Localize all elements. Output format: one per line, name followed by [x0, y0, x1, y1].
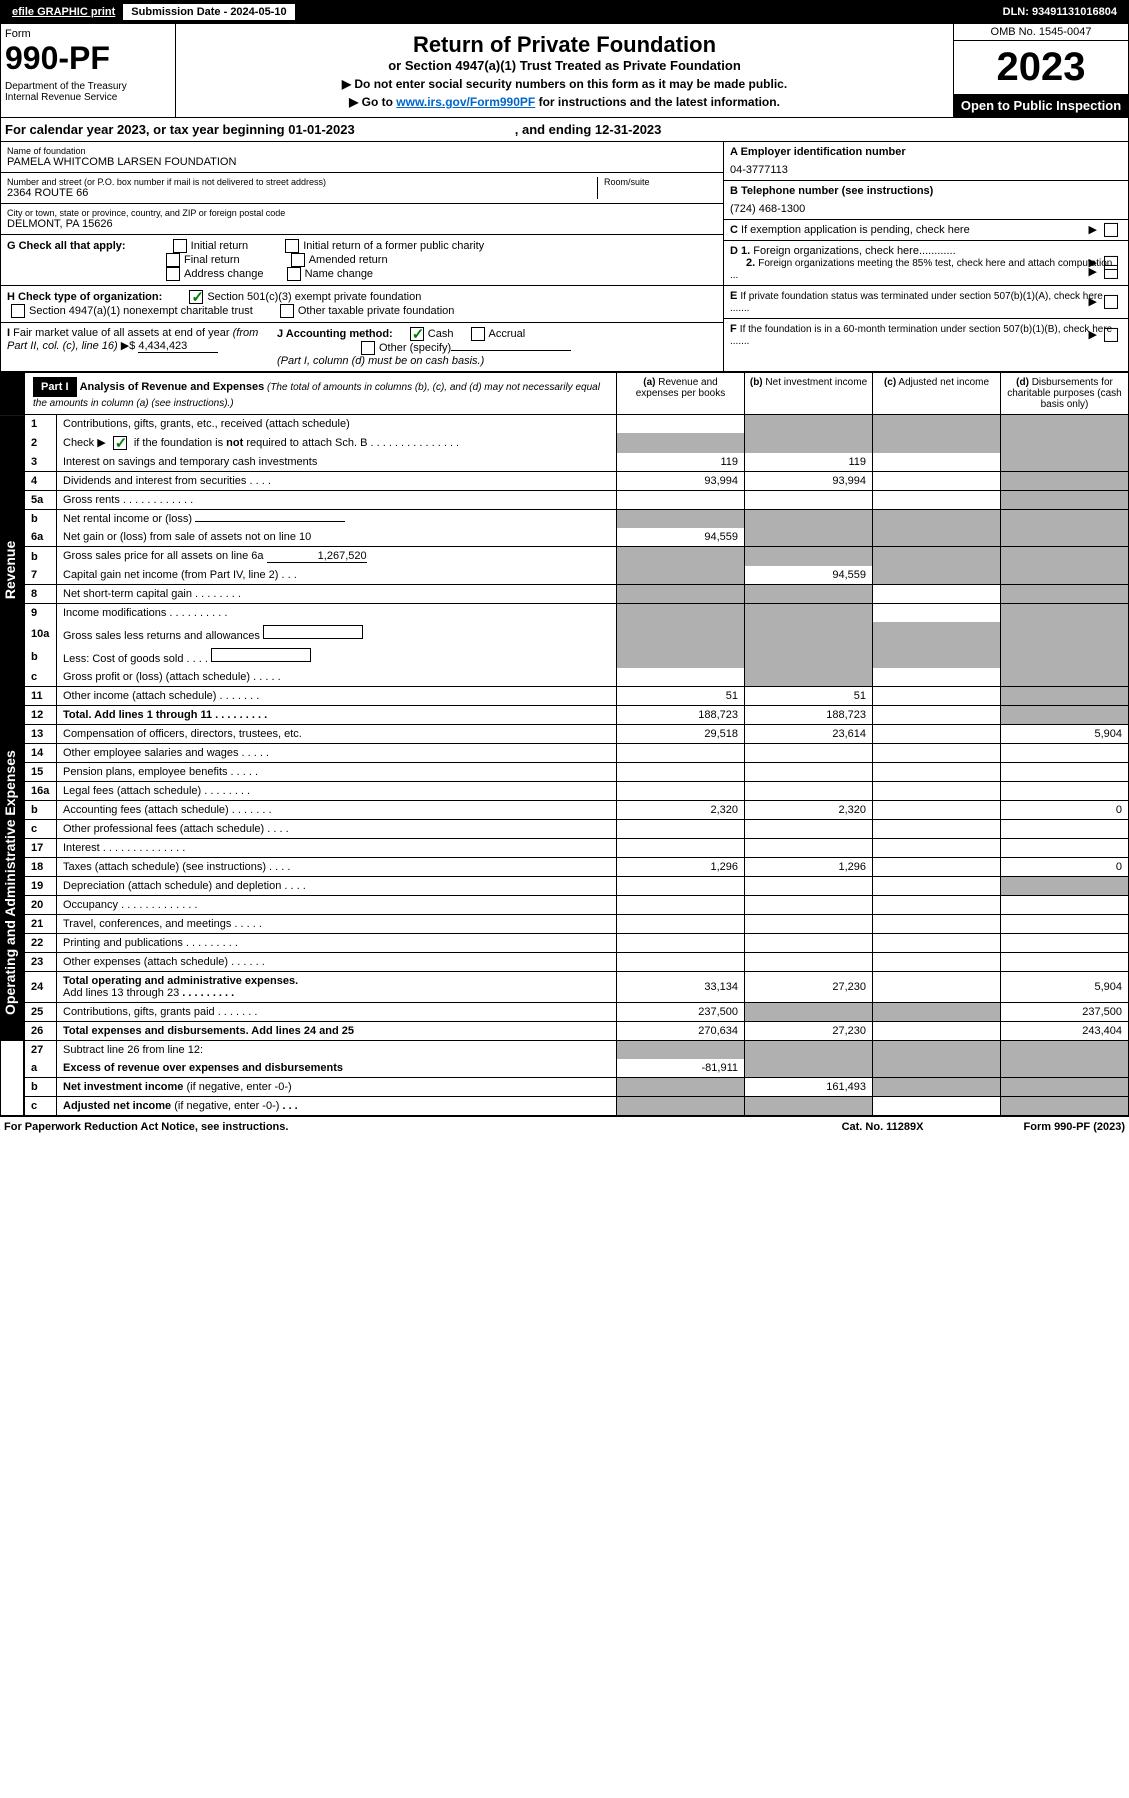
form-header: Form 990-PF Department of the TreasuryIn…: [0, 24, 1129, 118]
accrual-checkbox[interactable]: [471, 327, 485, 341]
room-label: Room/suite: [604, 177, 717, 187]
foundation-name: PAMELA WHITCOMB LARSEN FOUNDATION: [7, 156, 717, 168]
dln: DLN: 93491131016804: [995, 4, 1125, 20]
header-center: Return of Private Foundation or Section …: [176, 24, 953, 117]
footer-left: For Paperwork Reduction Act Notice, see …: [4, 1121, 288, 1133]
cash-checkbox[interactable]: [410, 327, 424, 341]
efile-link[interactable]: efile GRAPHIC print: [4, 4, 123, 20]
addr-label: Number and street (or P.O. box number if…: [7, 177, 597, 187]
top-bar: efile GRAPHIC print Submission Date - 20…: [0, 0, 1129, 24]
part1-label: Part I: [33, 377, 77, 397]
address-cell: Number and street (or P.O. box number if…: [1, 173, 723, 204]
page-footer: For Paperwork Reduction Act Notice, see …: [0, 1116, 1129, 1137]
phone: (724) 468-1300: [730, 203, 1122, 215]
4947-checkbox[interactable]: [11, 304, 25, 318]
revenue-sidebar: Revenue: [0, 415, 24, 725]
h-section: H Check type of organization: Section 50…: [1, 286, 723, 323]
schb-checkbox[interactable]: [113, 436, 127, 450]
amended-checkbox[interactable]: [291, 253, 305, 267]
expenses-block: Operating and Administrative Expenses 13…: [0, 725, 1129, 1041]
col-d-header: (d) Disbursements for charitable purpose…: [1000, 373, 1128, 414]
info-left-col: Name of foundation PAMELA WHITCOMB LARSE…: [1, 142, 723, 371]
open-public: Open to Public Inspection: [954, 94, 1128, 117]
i-j-section: I Fair market value of all assets at end…: [1, 323, 723, 371]
g-label: G Check all that apply:: [7, 240, 126, 252]
j-note: (Part I, column (d) must be on cash basi…: [277, 355, 484, 367]
address: 2364 ROUTE 66: [7, 187, 597, 199]
dept-treasury: Department of the TreasuryInternal Reven…: [5, 81, 171, 103]
ein: 04-3777113: [730, 164, 1122, 176]
j-label: J Accounting method:: [277, 328, 393, 340]
other-taxable-checkbox[interactable]: [280, 304, 294, 318]
calendar-year-row: For calendar year 2023, or tax year begi…: [0, 118, 1129, 142]
form-subtitle: or Section 4947(a)(1) Trust Treated as P…: [184, 58, 945, 73]
phone-cell: B Telephone number (see instructions) (7…: [724, 181, 1128, 220]
e-checkbox[interactable]: [1104, 295, 1118, 309]
ein-label: A Employer identification number: [730, 146, 1122, 158]
col-b-header: (b) Net investment income: [744, 373, 872, 414]
f-checkbox[interactable]: [1104, 328, 1118, 342]
tax-year: 2023: [954, 41, 1128, 94]
initial-return-checkbox[interactable]: [173, 239, 187, 253]
col-a-header: (a) Revenue and expenses per books: [616, 373, 744, 414]
footer-right: Form 990-PF (2023): [1024, 1121, 1126, 1133]
e-cell: E If private foundation status was termi…: [724, 286, 1128, 319]
expenses-table: 13Compensation of officers, directors, t…: [24, 725, 1129, 1041]
note-ssn: ▶ Do not enter social security numbers o…: [184, 77, 945, 91]
part1-desc: Part I Analysis of Revenue and Expenses …: [25, 373, 616, 414]
submission-date: Submission Date - 2024-05-10: [123, 4, 294, 20]
form-title: Return of Private Foundation: [184, 32, 945, 58]
d-cell: D 1. Foreign organizations, check here..…: [724, 241, 1128, 286]
c-checkbox[interactable]: [1104, 223, 1118, 237]
info-right-col: A Employer identification number 04-3777…: [723, 142, 1128, 371]
expenses-sidebar: Operating and Administrative Expenses: [0, 725, 24, 1041]
net-block: 27Subtract line 26 from line 12: aExcess…: [0, 1041, 1129, 1116]
final-return-checkbox[interactable]: [166, 253, 180, 267]
f-cell: F If the foundation is in a 60-month ter…: [724, 319, 1128, 351]
phone-label: B Telephone number (see instructions): [730, 185, 1122, 197]
name-change-checkbox[interactable]: [287, 267, 301, 281]
form-number: 990-PF: [5, 40, 171, 77]
note-link: ▶ Go to www.irs.gov/Form990PF for instru…: [184, 95, 945, 109]
net-table: 27Subtract line 26 from line 12: aExcess…: [24, 1041, 1129, 1116]
col-c-header: (c) Adjusted net income: [872, 373, 1000, 414]
fmv-value: 4,434,423: [138, 340, 218, 353]
c-cell: C If exemption application is pending, c…: [724, 220, 1128, 241]
header-right: OMB No. 1545-0047 2023 Open to Public In…: [953, 24, 1128, 117]
city-label: City or town, state or province, country…: [7, 208, 717, 218]
ein-cell: A Employer identification number 04-3777…: [724, 142, 1128, 181]
cal-year-begin: For calendar year 2023, or tax year begi…: [5, 122, 355, 137]
city-cell: City or town, state or province, country…: [1, 204, 723, 235]
other-method-checkbox[interactable]: [361, 341, 375, 355]
form-word: Form: [5, 28, 171, 40]
revenue-block: Revenue 1Contributions, gifts, grants, e…: [0, 415, 1129, 725]
city: DELMONT, PA 15626: [7, 218, 717, 230]
h-label: H Check type of organization:: [7, 291, 162, 303]
part1-header-row: Part I Analysis of Revenue and Expenses …: [0, 372, 1129, 415]
part1-title: Analysis of Revenue and Expenses: [80, 381, 265, 393]
501c3-checkbox[interactable]: [189, 290, 203, 304]
address-change-checkbox[interactable]: [166, 267, 180, 281]
name-label: Name of foundation: [7, 146, 717, 156]
d2-checkbox[interactable]: [1104, 265, 1118, 279]
cal-year-end: , and ending 12-31-2023: [515, 122, 662, 137]
footer-center: Cat. No. 11289X: [842, 1121, 924, 1133]
header-left: Form 990-PF Department of the TreasuryIn…: [1, 24, 176, 117]
initial-former-checkbox[interactable]: [285, 239, 299, 253]
foundation-name-cell: Name of foundation PAMELA WHITCOMB LARSE…: [1, 142, 723, 173]
g-section: G Check all that apply: Initial return I…: [1, 235, 723, 286]
irs-link[interactable]: www.irs.gov/Form990PF: [396, 95, 535, 109]
revenue-table: 1Contributions, gifts, grants, etc., rec…: [24, 415, 1129, 725]
entity-info: Name of foundation PAMELA WHITCOMB LARSE…: [0, 142, 1129, 372]
omb-number: OMB No. 1545-0047: [954, 24, 1128, 41]
